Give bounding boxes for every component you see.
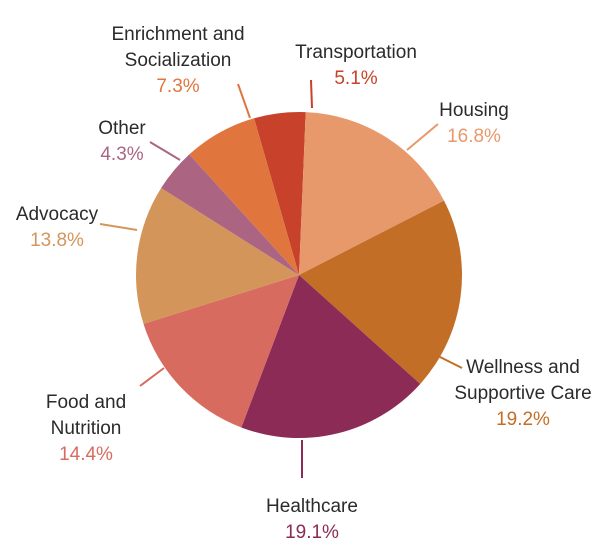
slice-label-1-line-0: Housing <box>439 100 509 121</box>
slice-label-4-line-0: Food and <box>46 392 126 413</box>
leader-line-0 <box>310 79 313 109</box>
leader-line-4 <box>139 367 165 387</box>
slice-label-0-line-0: Transportation <box>295 42 417 63</box>
slice-label-2-line-1: Supportive Care <box>454 383 591 404</box>
pie-slice-4 <box>143 275 299 428</box>
leader-line-1 <box>406 123 439 151</box>
slice-label-2-line-0: Wellness and <box>466 357 580 378</box>
slice-value-label-1: 16.8% <box>447 126 501 147</box>
slice-value-label-6: 4.3% <box>100 144 143 165</box>
leader-line-7 <box>237 83 251 119</box>
slice-label-7-line-0: Enrichment and <box>111 24 244 45</box>
slice-value-label-3: 19.1% <box>285 522 339 543</box>
pie-slice-7 <box>189 118 299 275</box>
slice-label-4-line-1: Nutrition <box>51 418 122 439</box>
pie-slice-3 <box>241 275 421 439</box>
slice-label-3-line-0: Healthcare <box>266 496 358 517</box>
pie-slice-0 <box>254 112 306 276</box>
slice-label-5-line-0: Advocacy <box>16 204 99 225</box>
slice-value-label-7: 7.3% <box>156 76 199 97</box>
pie-slice-5 <box>135 188 299 324</box>
slice-label-7-line-1: Socialization <box>125 50 232 71</box>
leader-line-6 <box>149 141 181 161</box>
pie-slice-2 <box>299 200 463 384</box>
leader-line-5 <box>99 223 138 231</box>
pie-slice-1 <box>299 112 445 275</box>
pie-slice-6 <box>161 154 299 275</box>
slice-value-label-5: 13.8% <box>30 230 84 251</box>
slice-value-label-0: 5.1% <box>334 68 377 89</box>
slice-value-label-4: 14.4% <box>59 444 113 465</box>
leader-line-2 <box>429 351 463 369</box>
slice-value-label-2: 19.2% <box>496 409 550 430</box>
slice-label-6-line-0: Other <box>98 118 146 139</box>
